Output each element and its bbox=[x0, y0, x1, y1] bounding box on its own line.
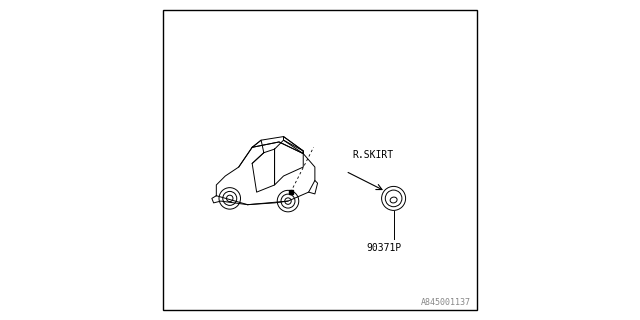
Ellipse shape bbox=[390, 197, 397, 203]
Text: A845001137: A845001137 bbox=[420, 298, 470, 307]
Ellipse shape bbox=[381, 186, 406, 211]
Text: R.SKIRT: R.SKIRT bbox=[352, 150, 393, 160]
Text: 90371P: 90371P bbox=[366, 243, 402, 253]
Ellipse shape bbox=[385, 190, 402, 207]
